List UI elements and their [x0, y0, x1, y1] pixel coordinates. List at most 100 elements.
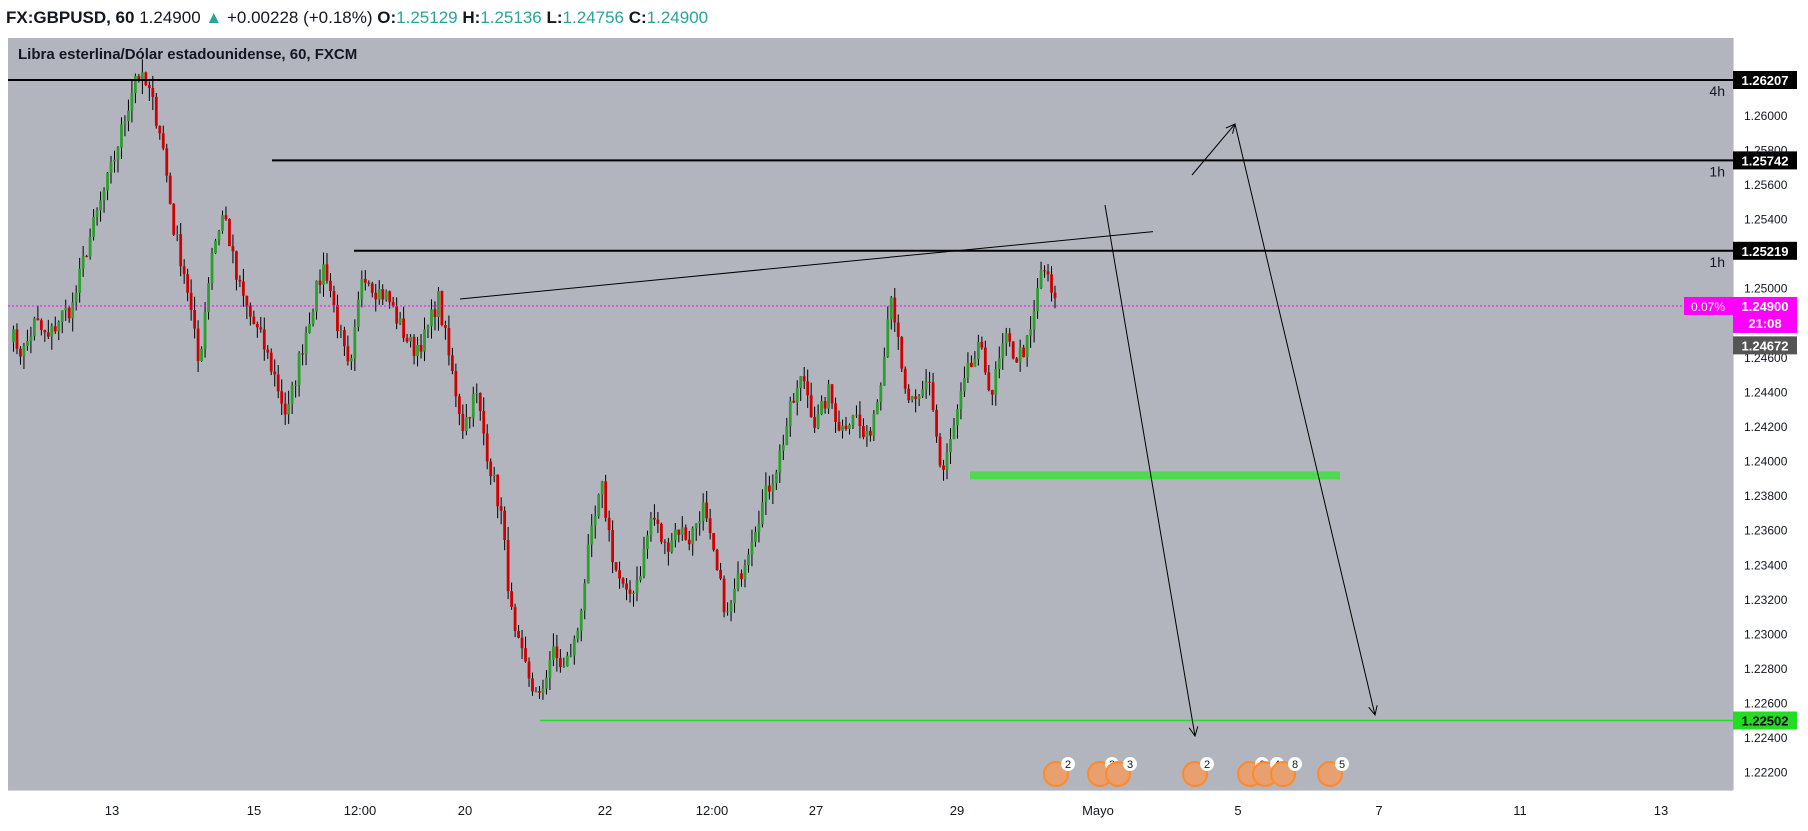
- candle-body: [712, 533, 716, 550]
- candle-body: [255, 324, 259, 328]
- candle-body: [433, 309, 437, 318]
- candle-body: [565, 655, 569, 667]
- event-count-text: 3: [1127, 759, 1133, 771]
- candle-body: [92, 217, 95, 238]
- candle-body: [388, 291, 392, 303]
- candle-body: [743, 565, 747, 580]
- candle-body: [795, 387, 799, 403]
- candle-body: [297, 353, 301, 385]
- candle-body: [440, 291, 444, 325]
- candle-body: [1001, 343, 1005, 359]
- candle-body: [468, 417, 472, 419]
- x-tick-label: 11: [1513, 803, 1527, 818]
- candle-body: [722, 578, 726, 613]
- candle-body: [461, 413, 465, 431]
- candle-body: [12, 329, 15, 343]
- chart-plot-area[interactable]: [8, 38, 1733, 790]
- candle-body: [673, 529, 677, 541]
- down-arrow: [1104, 204, 1196, 737]
- candle-body: [875, 401, 879, 415]
- candle-body: [158, 125, 162, 134]
- candle-body: [896, 322, 900, 337]
- candle-body: [524, 648, 527, 662]
- candle-body: [95, 210, 99, 218]
- candle-body: [304, 332, 308, 355]
- open-label: O:: [377, 8, 397, 27]
- candle-body: [945, 452, 949, 470]
- candle-body: [140, 72, 144, 81]
- candle-body: [1036, 288, 1039, 312]
- down-arrow-head: [1188, 726, 1199, 738]
- candle-body: [273, 371, 277, 375]
- candle-body: [343, 330, 346, 347]
- candle-body: [353, 326, 357, 359]
- event-count-text: 8: [1292, 759, 1298, 771]
- candle-body: [64, 307, 68, 311]
- candle-body: [935, 409, 938, 437]
- y-tick-label: 1.24000: [1744, 455, 1788, 469]
- candle-body: [830, 384, 834, 404]
- candle-body: [39, 320, 43, 330]
- candle-body: [771, 483, 775, 492]
- candle-body: [325, 264, 329, 281]
- candle-body: [726, 611, 729, 613]
- event-count-badge: [1123, 757, 1137, 771]
- candle-body: [259, 327, 263, 330]
- candle-body: [182, 266, 186, 275]
- y-tick-label: 1.23200: [1744, 593, 1788, 607]
- candle-body: [280, 391, 284, 404]
- candle-body: [475, 393, 479, 395]
- candle-body: [217, 230, 221, 241]
- event-count-text: 2: [1204, 759, 1210, 771]
- candle-body: [161, 133, 165, 149]
- candle-body: [165, 148, 169, 176]
- current-pct-text: 0.07%: [1691, 300, 1725, 314]
- candle-body: [496, 474, 500, 507]
- candle-body: [639, 576, 642, 581]
- candle-body: [527, 661, 531, 679]
- candle-body: [46, 332, 50, 337]
- time-axis[interactable]: [8, 790, 1733, 831]
- candle-body: [269, 352, 273, 372]
- candle-body: [719, 569, 722, 579]
- candle-body: [322, 264, 325, 285]
- candle-body: [754, 532, 757, 542]
- candle-body: [437, 291, 440, 318]
- candle-body: [186, 274, 190, 293]
- candle-body: [287, 404, 291, 415]
- candle-body: [349, 358, 353, 362]
- candle-body: [997, 358, 1001, 370]
- candle-body: [346, 346, 350, 362]
- symbol-label[interactable]: FX:GBPUSD, 60: [6, 8, 135, 27]
- candle-body: [910, 396, 914, 401]
- candle-body: [262, 329, 266, 350]
- candle-body: [367, 282, 371, 284]
- secondary-price-text: 1.24672: [1742, 338, 1789, 353]
- level-timeframe-label: 1h: [1709, 163, 1725, 179]
- candle-body: [85, 256, 89, 258]
- candle-body: [301, 353, 304, 355]
- up-arrow-icon: ▲: [205, 8, 223, 27]
- y-tick-label: 1.22400: [1744, 731, 1788, 745]
- level-price-tag: [1733, 71, 1797, 90]
- chart-header: FX:GBPUSD, 60 1.24900 ▲ +0.00228 (+0.18%…: [0, 0, 1808, 34]
- y-tick-label: 1.25400: [1744, 213, 1788, 227]
- candle-body: [1053, 292, 1057, 299]
- candle-body: [266, 349, 270, 353]
- candle-body: [200, 348, 203, 361]
- candle-body: [137, 76, 141, 81]
- candle-body: [806, 381, 810, 396]
- candle-body: [1050, 274, 1053, 293]
- current-pct-tag: [1684, 296, 1733, 315]
- candle-body: [607, 517, 611, 531]
- candle-body: [360, 278, 364, 300]
- candle-body: [545, 677, 548, 689]
- candle-body: [1032, 311, 1036, 330]
- candle-body: [879, 385, 883, 402]
- candle-body: [646, 535, 649, 550]
- candle-body: [106, 172, 109, 191]
- candle-body: [614, 562, 618, 571]
- candle-body: [705, 502, 709, 519]
- candle-body: [893, 297, 897, 323]
